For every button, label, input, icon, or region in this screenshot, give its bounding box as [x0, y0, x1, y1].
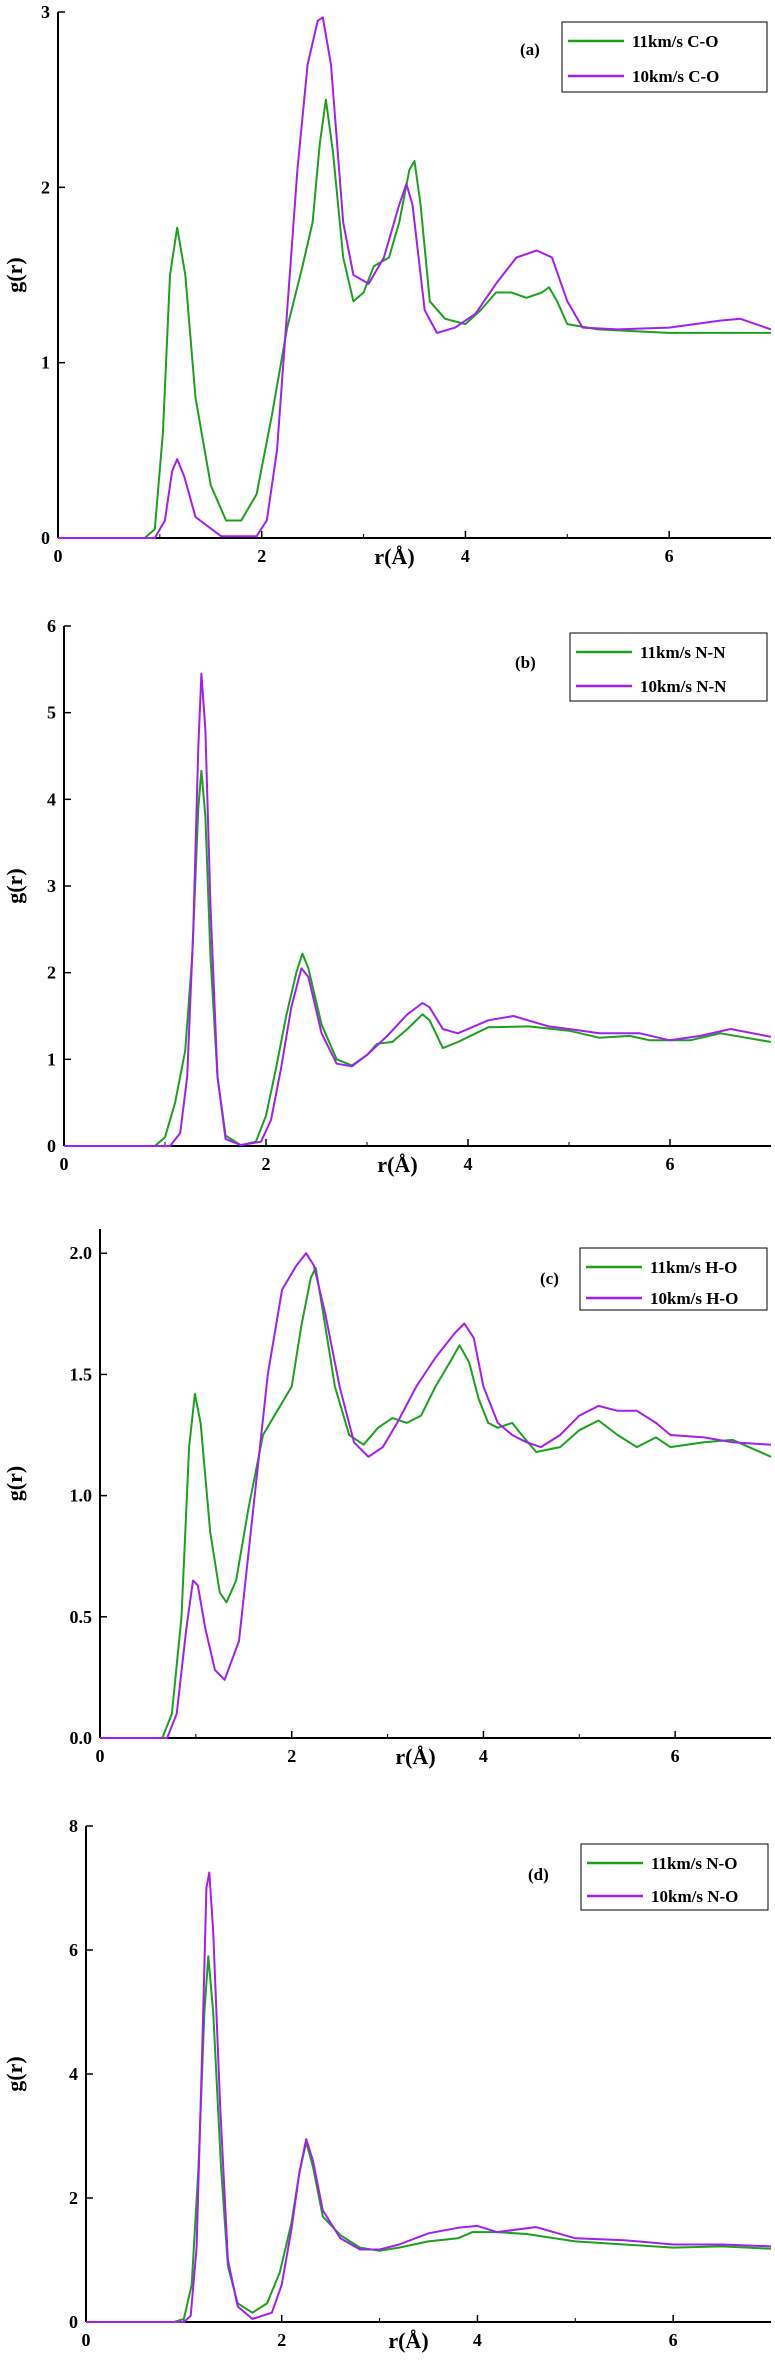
series-line-green	[100, 1266, 772, 1739]
panel-a: 0 2 4 6 0 1 2 3 r(Å) g(r) 11km/s C-O 10km/s C-O (a)	[2, 2, 772, 569]
x-axis-title: r(Å)	[374, 544, 414, 569]
x-axis-title: r(Å)	[395, 1744, 435, 1769]
y-tick-label: 2	[41, 177, 50, 197]
series-line-purple	[58, 16, 772, 539]
y-tick-label: 1.5	[70, 1364, 93, 1384]
y-tick-label: 1	[47, 1049, 56, 1069]
legend-label: 11km/s N-N	[640, 643, 726, 662]
panel-d: 0 2 4 6 0 2 4 6 8 r(Å) g(r) 11km/s N-O 10km/s N-O (d)	[2, 1816, 772, 2353]
x-tick-label: 4	[464, 1154, 473, 1174]
y-tick-label: 6	[47, 616, 56, 636]
y-tick-label: 2	[47, 963, 56, 983]
y-axis-title: g(r)	[2, 1466, 27, 1501]
series-line-green	[86, 1955, 772, 2323]
x-tick-label: 0	[60, 1154, 69, 1174]
x-tick-label: 4	[479, 1746, 488, 1766]
legend-box	[569, 632, 768, 702]
legend-box	[579, 1247, 768, 1311]
y-tick-label: 0.0	[70, 1728, 93, 1748]
panel-label: (b)	[515, 653, 536, 672]
y-tick-label: 8	[69, 1816, 78, 1836]
y-axis-title: g(r)	[2, 868, 27, 903]
series-line-purple	[100, 1252, 772, 1739]
series-line-purple	[86, 1871, 772, 2323]
y-tick-label: 3	[41, 2, 50, 22]
y-tick-label: 2	[69, 2188, 78, 2208]
panel-c: 0 2 4 6 0.0 0.5 1.0 1.5 2.0 r(Å) g(r) 11km/s H-O 10k…	[2, 1229, 772, 1769]
legend-label: 10km/s N-N	[640, 677, 727, 696]
x-axis-title: r(Å)	[377, 1152, 417, 1177]
legend-box	[580, 1843, 769, 1911]
legend-label: 11km/s C-O	[632, 32, 718, 51]
series-line-green	[64, 769, 772, 1147]
legend-label: 10km/s N-O	[651, 1887, 738, 1906]
x-tick-label: 6	[665, 546, 674, 566]
legend-label: 10km/s C-O	[632, 67, 719, 86]
y-tick-label: 4	[69, 2064, 78, 2084]
x-tick-label: 2	[262, 1154, 271, 1174]
y-tick-label: 6	[69, 1940, 78, 1960]
legend-box	[561, 21, 768, 93]
legend-label: 11km/s H-O	[650, 1258, 737, 1277]
x-tick-label: 0	[54, 546, 63, 566]
y-tick-label: 2.0	[70, 1243, 93, 1263]
y-tick-label: 0	[47, 1136, 56, 1156]
y-tick-label: 0	[41, 528, 50, 548]
panel-b: 0 2 4 6 0 1 2 3 4 5 6 r(Å) g(r) 11km/s N-N 10km/s N-N (…	[2, 616, 772, 1177]
y-tick-label: 0	[69, 2312, 78, 2332]
y-axis-title: g(r)	[2, 2056, 27, 2091]
y-tick-label: 1	[41, 353, 50, 373]
y-tick-label: 5	[47, 703, 56, 723]
y-axis-title: g(r)	[2, 257, 27, 292]
legend-label: 10km/s H-O	[650, 1289, 738, 1308]
x-tick-label: 2	[287, 1746, 296, 1766]
panel-label: (c)	[540, 1269, 559, 1288]
y-tick-label: 3	[47, 876, 56, 896]
x-tick-label: 4	[473, 2330, 482, 2350]
y-tick-label: 0.5	[70, 1607, 93, 1627]
legend-label: 11km/s N-O	[651, 1854, 737, 1873]
x-tick-label: 0	[82, 2330, 91, 2350]
x-tick-label: 2	[277, 2330, 286, 2350]
x-axis-title: r(Å)	[388, 2328, 428, 2353]
x-tick-label: 6	[669, 2330, 678, 2350]
series-line-green	[58, 98, 771, 539]
series-line-purple	[64, 672, 772, 1147]
x-tick-label: 6	[666, 1154, 675, 1174]
x-tick-label: 2	[257, 546, 266, 566]
panel-label: (a)	[520, 40, 540, 59]
y-tick-label: 1.0	[70, 1486, 93, 1506]
x-tick-label: 6	[671, 1746, 680, 1766]
x-tick-label: 4	[461, 546, 470, 566]
panel-label: (d)	[528, 1865, 549, 1884]
y-tick-label: 4	[47, 789, 56, 809]
x-tick-label: 0	[96, 1746, 105, 1766]
